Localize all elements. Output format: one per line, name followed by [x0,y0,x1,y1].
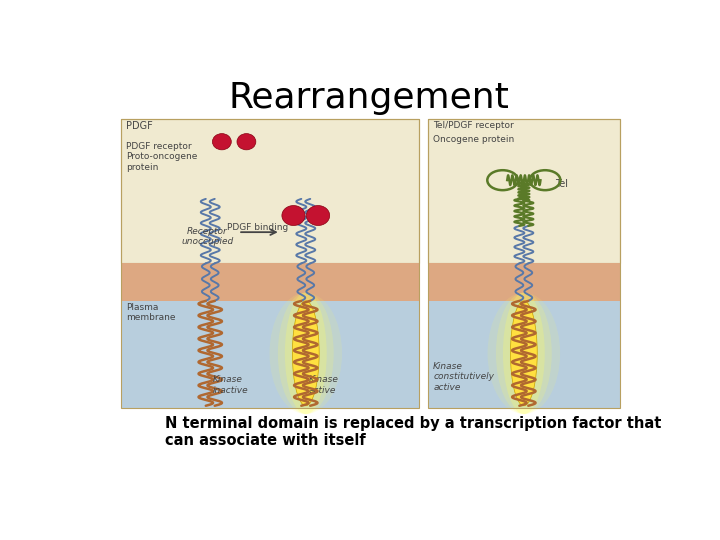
Ellipse shape [285,293,327,414]
Text: Oncogene protein: Oncogene protein [433,134,514,144]
Text: Tel/PDGF receptor: Tel/PDGF receptor [433,121,514,130]
Ellipse shape [278,293,333,414]
Text: can associate with itself: can associate with itself [166,433,366,448]
Text: Tel: Tel [554,179,567,190]
Bar [121,264,419,301]
Ellipse shape [307,206,330,226]
Bar [121,119,419,264]
Ellipse shape [292,301,319,406]
Bar [121,301,419,408]
Ellipse shape [237,133,256,150]
Text: Kinase
constitutively
active: Kinase constitutively active [433,362,494,392]
Ellipse shape [503,293,545,414]
Bar [428,301,620,408]
Text: Kinase
inactive: Kinase inactive [213,375,248,395]
Text: PDGF binding: PDGF binding [228,223,289,232]
Text: Plasma
membrane: Plasma membrane [126,303,176,322]
Text: Kinase
active: Kinase active [309,375,338,395]
Text: Receptor
unoccupied: Receptor unoccupied [181,227,233,246]
Text: Rearrangement: Rearrangement [228,82,510,116]
Bar [428,119,620,408]
Text: PDGF: PDGF [126,121,153,131]
Text: PDGF receptor
Proto-oncogene
protein: PDGF receptor Proto-oncogene protein [126,141,198,172]
Bar [121,119,419,408]
Ellipse shape [269,293,342,414]
Ellipse shape [282,206,305,226]
Ellipse shape [510,301,537,406]
Ellipse shape [212,133,231,150]
Bar [428,119,620,264]
Ellipse shape [487,293,560,414]
Bar [428,264,620,301]
Ellipse shape [496,293,552,414]
Text: N terminal domain is replaced by a transcription factor that: N terminal domain is replaced by a trans… [166,416,662,431]
